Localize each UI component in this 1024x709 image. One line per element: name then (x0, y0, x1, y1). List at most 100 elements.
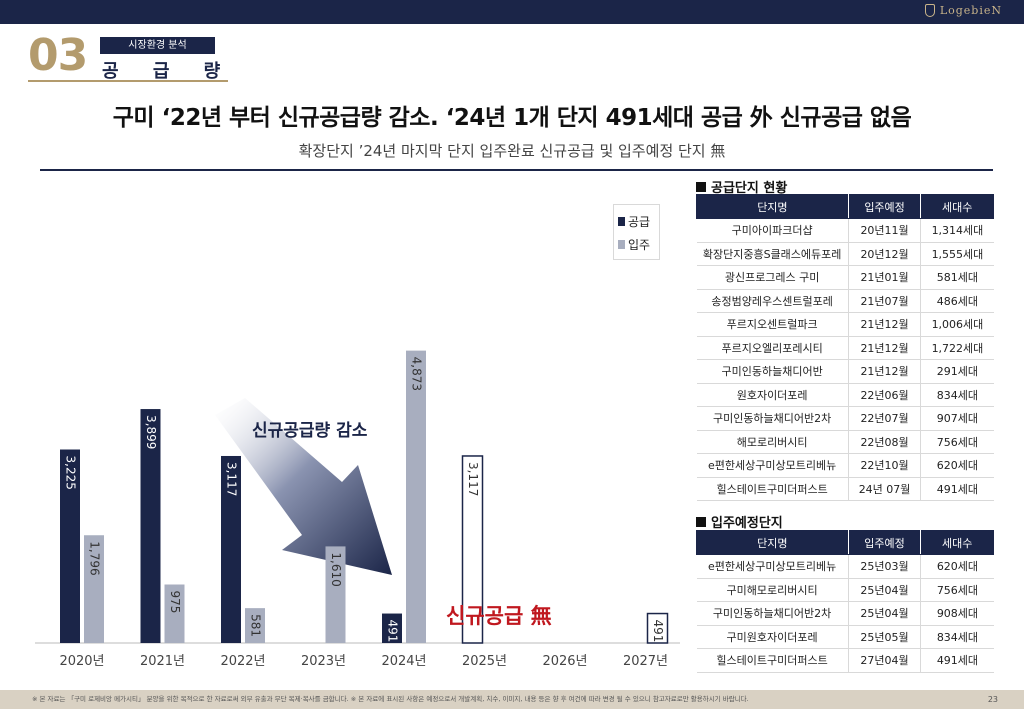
cell-date: 22년08월 (848, 430, 922, 454)
brand-name: LogebieN (939, 4, 1002, 17)
bar-value-label: 1,796 (88, 541, 102, 575)
cell-date: 25년04월 (848, 578, 922, 602)
cell-units: 491세대 (920, 648, 994, 673)
supply-bar-chart: 3,225 1,796 3,899 975 3,117 581 1,610 491 4,873 3… (35, 350, 680, 669)
table-row: e편한세상구미상모트리베뉴 22년10월 620세대 (696, 453, 994, 478)
crest-icon (924, 4, 935, 17)
x-tick-label: 2020년 (59, 654, 104, 669)
section-number: 03 (28, 30, 88, 81)
bar-movein (84, 535, 104, 643)
bar-supply (221, 455, 241, 643)
cell-name: 구미아이파크더샵 (696, 218, 849, 243)
cell-units: 756세대 (920, 430, 994, 454)
header-divider (40, 169, 993, 171)
cell-units: 491세대 (920, 477, 994, 501)
section-underline (28, 80, 228, 82)
cell-name: 구미인동하늘채디어반2차 (696, 406, 849, 431)
page-number: 23 (987, 695, 998, 704)
cell-name: 힐스테이트구미더퍼스트 (696, 648, 849, 673)
cell-name: 푸르지오센트럴파크 (696, 312, 849, 337)
bar-movein (245, 608, 265, 643)
table-row: 힐스테이트구미더퍼스트 24년 07월 491세대 (696, 477, 994, 501)
x-tick-label: 2026년 (542, 654, 587, 669)
bar-value-label: 3,899 (144, 415, 158, 449)
cell-units: 834세대 (920, 383, 994, 407)
cell-units: 291세대 (920, 359, 994, 384)
table2-title: 입주예정단지 (696, 512, 783, 531)
cell-date: 25년05월 (848, 625, 922, 649)
section-title: 공 급 량 (102, 61, 235, 82)
table-row: 푸르지오센트럴파크 21년12월 1,006세대 (696, 312, 994, 337)
table-row: 확장단지중흥S클래스에듀포레 20년12월 1,555세대 (696, 242, 994, 266)
cell-date: 21년12월 (848, 359, 922, 384)
table-row: e편한세상구미상모트리베뉴 25년03월 620세대 (696, 554, 994, 579)
bar-supply (60, 449, 80, 643)
table2-title-text: 입주예정단지 (711, 516, 783, 531)
legend-swatch-movein (618, 240, 625, 249)
x-tick-label: 2027년 (623, 654, 668, 669)
bar-movein (646, 612, 669, 644)
bar-value-label: 4,873 (410, 357, 424, 391)
top-bar: LogebieN (0, 0, 1024, 24)
cell-date: 25년04월 (848, 601, 922, 626)
cell-date: 21년01월 (848, 265, 922, 290)
cell-name: e편한세상구미상모트리베뉴 (696, 554, 849, 579)
bar-value-label: 975 (168, 591, 182, 614)
bullet-square-icon (696, 181, 706, 192)
legend-swatch-supply (618, 217, 625, 226)
bar-supply (140, 409, 161, 643)
page-headline: 구미 ‘22년 부터 신규공급량 감소. ‘24년 1개 단지 491세대 공급… (112, 105, 912, 131)
decrease-annotation: 신규공급량 감소 (252, 421, 368, 441)
section-badge: 시장환경 분석 (100, 37, 215, 54)
table2-header-name: 단지명 (696, 530, 849, 555)
cell-date: 22년10월 (848, 453, 922, 478)
bar-movein (406, 350, 426, 643)
cell-units: 1,722세대 (920, 336, 994, 360)
bullet-square-icon (696, 516, 706, 527)
cell-date: 22년06월 (848, 383, 922, 407)
legend-label-movein: 입주 (628, 238, 651, 252)
x-tick-label: 2021년 (140, 654, 185, 669)
legend-item-movein: 입주 (618, 233, 655, 256)
table1-title-text: 공급단지 현황 (711, 181, 788, 196)
brand-logo: LogebieN (924, 4, 1002, 17)
x-tick-label: 2024년 (381, 654, 426, 669)
cell-name: 원호자이더포레 (696, 383, 849, 407)
cell-name: 해모로리버시티 (696, 430, 849, 454)
footer-text: ※ 본 자료는 「구미 로제비앙 메가시티」 분양을 위한 목적으로 한 자료로… (32, 695, 749, 703)
cell-name: 송정범양레우스센트럴포레 (696, 289, 849, 313)
cell-date: 21년07월 (848, 289, 922, 313)
x-tick-label: 2025년 (462, 654, 507, 669)
cell-units: 581세대 (920, 265, 994, 290)
cell-units: 620세대 (920, 453, 994, 478)
cell-units: 1,555세대 (920, 242, 994, 266)
table-row: 광신프로그레스 구미 21년01월 581세대 (696, 265, 994, 290)
table-row: 구미아이파크더샵 20년11월 1,314세대 (696, 218, 994, 243)
cell-units: 486세대 (920, 289, 994, 313)
no-supply-annotation: 신규공급 無 (446, 604, 552, 628)
cell-units: 1,006세대 (920, 312, 994, 337)
cell-name: 구미원호자이더포레 (696, 625, 849, 649)
table-row: 구미인동하늘채디어반 21년12월 291세대 (696, 359, 994, 384)
bar-value-label: 3,117 (466, 462, 480, 496)
table2-header-date: 입주예정 (847, 530, 922, 555)
move-in-schedule-table: 단지명 입주예정 세대수 e편한세상구미상모트리베뉴 25년03월 620세대 구미해… (696, 530, 994, 673)
cell-date: 25년03월 (848, 554, 922, 579)
cell-date: 24년 07월 (848, 477, 922, 501)
cell-name: 광신프로그레스 구미 (696, 265, 849, 290)
decrease-arrow (215, 398, 392, 575)
cell-date: 22년07월 (848, 406, 922, 431)
table2-header-units: 세대수 (920, 530, 994, 555)
cell-name: 힐스테이트구미더퍼스트 (696, 477, 849, 501)
table-row: 해모로리버시티 22년08월 756세대 (696, 430, 994, 454)
table-row: 구미해모로리버시티 25년04월 756세대 (696, 578, 994, 602)
supply-complex-table: 단지명 입주예정 세대수 구미아이파크더샵 20년11월 1,314세대 확장단지중흥… (696, 194, 994, 501)
cell-date: 20년12월 (848, 242, 922, 266)
table-row: 송정범양레우스센트럴포레 21년07월 486세대 (696, 289, 994, 313)
bar-supply (461, 455, 484, 644)
table1-title: 공급단지 현황 (696, 177, 787, 196)
bar-movein (164, 584, 185, 643)
cell-date: 27년04월 (848, 648, 922, 673)
cell-name: 구미인동하늘채디어반 (696, 359, 849, 384)
cell-units: 908세대 (920, 601, 994, 626)
